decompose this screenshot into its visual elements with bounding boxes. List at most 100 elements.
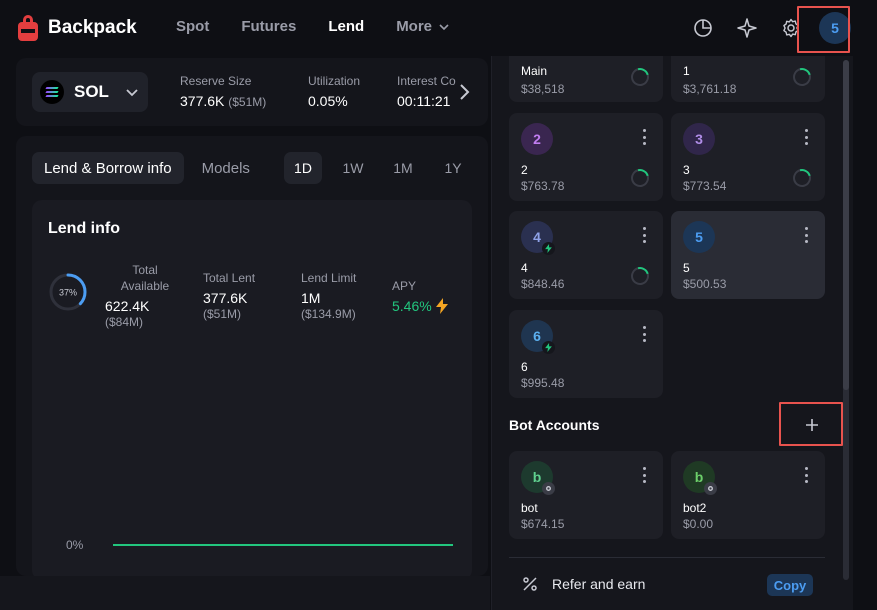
refer-and-earn-label: Refer and earn	[552, 576, 646, 592]
total-lent-stat: Total Lent 377.6K ($51M)	[203, 270, 255, 321]
lightning-icon	[435, 298, 448, 314]
period-1y[interactable]: 1Y	[444, 160, 462, 176]
lend-limit-stat: Lend Limit 1M ($134.9M)	[301, 270, 356, 321]
period-1w[interactable]: 1W	[342, 160, 364, 176]
utilization-label: Utilization	[308, 74, 361, 88]
more-options-icon[interactable]	[643, 129, 647, 145]
account-value: $3,761.18	[683, 82, 737, 96]
chevron-down-icon	[439, 23, 449, 30]
apy-label: APY	[392, 279, 417, 293]
chart-flat-line	[113, 544, 453, 546]
plus-icon	[806, 419, 818, 431]
account-progress-ring	[789, 64, 815, 90]
period-1m[interactable]: 1M	[393, 160, 413, 176]
account-card-1[interactable]: 1 $3,761.18	[671, 56, 825, 102]
top-nav: Backpack Spot Futures Lend More 5	[0, 0, 877, 56]
more-options-icon[interactable]	[643, 467, 647, 483]
apy-value: 5.46%	[392, 298, 432, 314]
utilization-value: 0.05%	[308, 93, 348, 109]
main-nav: Spot Futures Lend More	[176, 18, 482, 35]
account-value: $38,518	[521, 82, 565, 96]
bot-card-bot2[interactable]: b bot2 $0.00	[671, 451, 825, 539]
lightning-badge-icon	[542, 242, 555, 255]
reserve-size-value: 377.6K ($51M)	[180, 93, 266, 109]
apy-row: 5.46%	[392, 298, 448, 314]
total-available-values: 622.4K ($84M)	[105, 294, 149, 329]
nav-more[interactable]: More	[396, 18, 450, 35]
account-card-4[interactable]: 4 4 $848.46	[509, 211, 663, 299]
more-options-icon[interactable]	[643, 326, 647, 342]
more-options-icon[interactable]	[805, 467, 809, 483]
reserve-size-usd: ($51M)	[228, 95, 267, 109]
portfolio-pie-icon[interactable]	[687, 12, 719, 44]
account-name: 5	[683, 261, 690, 275]
account-card-3[interactable]: 3 3 $773.54	[671, 113, 825, 201]
backpack-logo-icon	[18, 15, 38, 41]
lend-info-panel: Lend info 37% Total Available 622.4K ($8…	[32, 200, 472, 576]
nav-lend[interactable]: Lend	[328, 18, 365, 35]
more-options-icon[interactable]	[805, 227, 809, 243]
asset-selector[interactable]: SOL	[32, 72, 148, 112]
refer-and-earn-row[interactable]: Refer and earn	[522, 576, 645, 592]
nav-spot[interactable]: Spot	[176, 18, 210, 35]
dropdown-scrollbar-thumb[interactable]	[843, 60, 849, 390]
lend-limit-usd: ($134.9M)	[301, 307, 356, 321]
interest-stat: Interest Co 00:11:21	[397, 74, 461, 109]
account-name: 2	[521, 163, 528, 177]
more-options-icon[interactable]	[643, 227, 647, 243]
divider	[509, 557, 825, 558]
reserve-size-label: Reserve Size	[180, 74, 252, 88]
account-value: $500.53	[683, 277, 727, 291]
bot-avatar: b	[683, 461, 715, 493]
total-lent-usd: ($51M)	[203, 307, 242, 321]
lend-main-card: Lend & Borrow info Models 1D 1W 1M 1Y Le…	[16, 136, 488, 576]
account-value: $848.46	[521, 277, 565, 291]
more-options-icon[interactable]	[805, 129, 809, 145]
total-lent-label: Total Lent	[203, 271, 256, 285]
lend-info-title: Lend info	[48, 220, 120, 237]
lend-limit-value: 1M	[301, 290, 321, 306]
logo[interactable]: Backpack	[18, 15, 137, 41]
bot-name: bot2	[683, 501, 707, 515]
account-name: Main	[521, 64, 548, 78]
account-avatar-button[interactable]: 5	[819, 12, 851, 44]
bot-name: bot	[521, 501, 538, 515]
tab-models[interactable]: Models	[201, 159, 250, 177]
chart-axis-zero-label: 0%	[66, 538, 84, 552]
apy-stat: APY 5.46%	[392, 278, 448, 314]
account-progress-ring	[627, 64, 653, 90]
reserve-size-stat: Reserve Size 377.6K ($51M)	[180, 74, 266, 109]
chevron-right-icon[interactable]	[456, 82, 474, 102]
copy-referral-button[interactable]: Copy	[767, 574, 813, 596]
total-lent-value: 377.6K	[203, 290, 248, 306]
total-available-label-1: Total	[132, 263, 158, 277]
account-avatar: 2	[521, 123, 553, 155]
bot-value: $674.15	[521, 517, 565, 531]
percent-icon	[523, 577, 537, 591]
account-value: $763.78	[521, 179, 565, 193]
account-card-2[interactable]: 2 2 $763.78	[509, 113, 663, 201]
total-available-usd: ($84M)	[105, 315, 144, 329]
bot-card-bot[interactable]: b bot $674.15	[509, 451, 663, 539]
account-avatar: 6	[521, 320, 553, 352]
settings-gear-icon[interactable]	[775, 12, 807, 44]
asset-name: SOL	[74, 82, 109, 101]
account-avatar: 5	[683, 221, 715, 253]
total-available-stat: Total Available	[105, 262, 185, 294]
nav-futures[interactable]: Futures	[241, 18, 297, 35]
utilization-donut: 37%	[49, 273, 87, 311]
info-tabs: Lend & Borrow info Models	[32, 152, 262, 184]
donut-label: 37%	[59, 288, 77, 298]
tab-lend-borrow-info[interactable]: Lend & Borrow info	[32, 152, 184, 184]
period-1d[interactable]: 1D	[284, 152, 322, 184]
account-card-5[interactable]: 5 5 $500.53	[671, 211, 825, 299]
account-progress-ring	[627, 165, 653, 191]
add-bot-account-button[interactable]	[782, 404, 842, 446]
chevron-down-icon	[126, 89, 138, 97]
account-card-main[interactable]: Main $38,518	[509, 56, 663, 102]
account-progress-ring	[789, 165, 815, 191]
period-selector: 1D 1W 1M 1Y	[284, 152, 472, 184]
account-card-6[interactable]: 6 6 $995.48	[509, 310, 663, 398]
sparkle-icon[interactable]	[731, 12, 763, 44]
market-bar: SOL Reserve Size 377.6K ($51M) Utilizati…	[16, 58, 488, 126]
